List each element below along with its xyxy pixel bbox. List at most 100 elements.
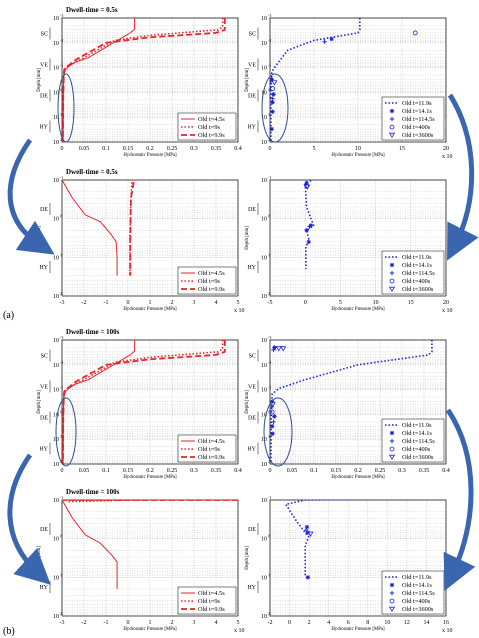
y-tick-exponent: 1 xyxy=(60,252,62,257)
marker-plus xyxy=(322,39,327,44)
x-tick-label: 0.05 xyxy=(79,468,90,474)
x-tick-label: 0.25 xyxy=(375,468,386,474)
y-tick-label: 10 xyxy=(53,498,59,504)
chart-panel-b1: 0 0.05 0.1 0.15 0.2 0.25 0.3 0.35 0.4 Hydrostatic… xyxy=(37,328,242,480)
marker-plus xyxy=(303,182,309,187)
marker-triangle xyxy=(388,132,396,138)
x-axis-label: Hydrostatic Pressure [MPa] xyxy=(123,153,177,158)
y-tick-label: 10 xyxy=(53,462,59,468)
zone-label: DE xyxy=(248,527,256,533)
plot-content xyxy=(62,500,238,589)
legend-entry: Old t=9.9s xyxy=(198,606,225,613)
y-tick-exponent: -3 xyxy=(268,335,271,340)
marker-triangle xyxy=(270,402,276,408)
legend-entry: Old t=114.5s xyxy=(402,270,435,277)
y-tick-label: 10 xyxy=(261,363,267,369)
zone-label: HY xyxy=(247,265,256,271)
marker-plus xyxy=(271,419,276,425)
x-tick-label: 0 xyxy=(269,468,272,474)
x-tick-label: -5 xyxy=(268,300,273,306)
y-tick-exponent: 1 xyxy=(60,434,62,439)
marker-star xyxy=(271,92,276,97)
x-tick-label: -3 xyxy=(60,620,65,626)
y-tick-exponent: -2 xyxy=(268,360,271,365)
series-line xyxy=(62,340,136,464)
y-tick-exponent: -1 xyxy=(268,63,271,68)
y-tick-exponent: -1 xyxy=(60,495,63,500)
marker-triangle xyxy=(388,606,396,612)
y-tick-label: 10 xyxy=(53,140,59,146)
zone-label: HY xyxy=(247,447,256,453)
y-tick-label: 10 xyxy=(53,16,59,22)
zone-label: VE xyxy=(40,385,48,391)
x-tick-label: 4 xyxy=(215,620,218,626)
x-tick-label: -1 xyxy=(104,300,109,306)
marker-star xyxy=(272,345,277,350)
series-line xyxy=(284,500,368,578)
x-tick-label: 0.2 xyxy=(146,146,154,152)
y-tick-label: 10 xyxy=(261,498,267,504)
legend-entry: Old t=14.1s xyxy=(402,108,432,115)
legend-entry: Old t=11.9s xyxy=(402,422,432,429)
marker-star xyxy=(304,228,309,233)
y-tick-label: 10 xyxy=(53,66,59,72)
legend-entry: Old t=4.5s xyxy=(198,438,225,445)
y-tick-label: 10 xyxy=(53,537,59,543)
y-tick-label: 10 xyxy=(261,412,267,418)
legend-entry: Old t=9.9s xyxy=(198,132,225,139)
y-tick-exponent: 2 xyxy=(268,459,270,464)
x-tick-label: 0.35 xyxy=(419,468,430,474)
y-tick-label: 10 xyxy=(53,178,59,184)
marker-circle xyxy=(270,86,276,91)
legend-entry: Old t=114.5s xyxy=(402,438,435,445)
x-axis-label: Hydrostatic Pressure [MPa] xyxy=(123,475,177,480)
part-a-label: (a) xyxy=(3,310,14,321)
x-tick-label: 15 xyxy=(408,300,414,306)
axes-frame xyxy=(61,17,239,143)
y-tick-label: 10 xyxy=(261,462,267,468)
marker-plus xyxy=(389,270,395,276)
x-tick-label: 0 xyxy=(127,620,130,626)
zone-label: SC xyxy=(41,32,48,38)
x-axis-label: Hydrostatic Pressure [MPa] xyxy=(331,475,385,480)
x-tick-label: 0 xyxy=(127,300,130,306)
marker-triangle xyxy=(388,454,396,460)
chart-panel-b3: -3 -2 -1 0 1 2 3 4 5 x 10 Hydrostatic Pressure [MP… xyxy=(37,488,245,634)
series-line xyxy=(62,18,226,142)
plot-content xyxy=(62,340,226,464)
series-line xyxy=(62,18,224,142)
legend-entry: Old t=3600s xyxy=(402,132,434,139)
series-line xyxy=(68,500,180,503)
marker-circle xyxy=(389,124,395,130)
x-tick-label: -1 xyxy=(104,620,109,626)
x-tick-label: 0.25 xyxy=(167,468,178,474)
x-tick-label: 10 xyxy=(355,146,361,152)
x-tick-label: 12 xyxy=(404,620,410,626)
x-exponent: x 10 xyxy=(234,628,245,634)
zone-label: HY xyxy=(39,585,48,591)
axes-frame xyxy=(61,179,239,297)
zone-label: DE xyxy=(40,207,48,213)
zone-label: SC xyxy=(249,32,256,38)
marker-star xyxy=(272,414,277,419)
y-tick-label: 10 xyxy=(261,178,267,184)
marker-triangle xyxy=(280,346,287,352)
x-axis-label: Hydrostatic Pressure [MPa] xyxy=(123,307,177,312)
grid xyxy=(269,339,447,464)
x-tick-label: 0.1 xyxy=(102,146,110,152)
x-tick-label: 0.2 xyxy=(146,468,154,474)
y-tick-label: 10 xyxy=(261,140,267,146)
y-tick-exponent: 2 xyxy=(268,611,270,616)
marker-star xyxy=(308,223,314,228)
zone-label: HY xyxy=(39,447,48,453)
y-axis-label: Depth [mm] xyxy=(245,546,250,570)
y-tick-label: 10 xyxy=(53,575,59,581)
y-tick-label: 10 xyxy=(261,217,267,223)
x-tick-label: -2 xyxy=(82,300,87,306)
chart-panel-a1: 0 0.05 0.1 0.15 0.2 0.25 0.3 0.35 0.4 Hydrostatic… xyxy=(37,6,242,158)
x-tick-label: 10 xyxy=(373,300,379,306)
y-tick-exponent: 2 xyxy=(268,291,270,296)
